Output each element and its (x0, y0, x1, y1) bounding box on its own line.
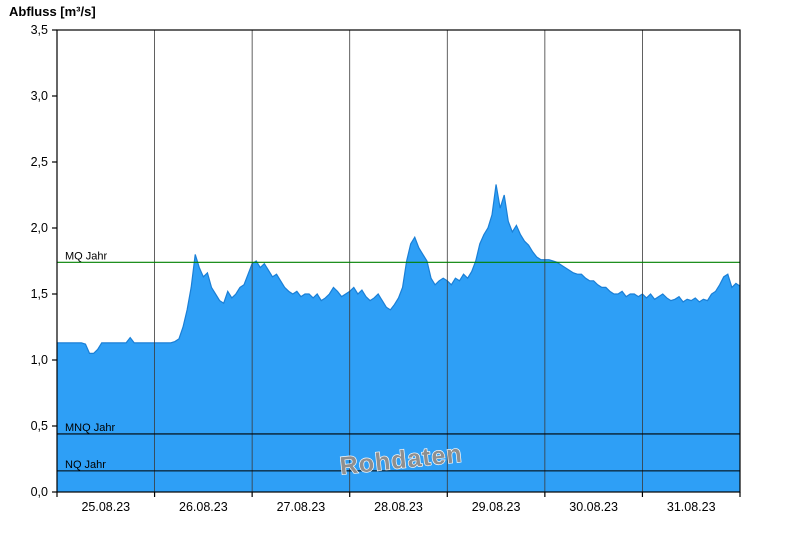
x-day-label: 28.08.23 (374, 500, 423, 514)
y-tick-label: 3,0 (31, 89, 48, 103)
y-tick-label: 1,0 (31, 353, 48, 367)
x-day-label: 31.08.23 (667, 500, 716, 514)
y-tick-label: 0,0 (31, 485, 48, 499)
reference-line-label-1: MNQ Jahr (65, 422, 115, 434)
chart-title: Abfluss [m³/s] (9, 4, 96, 19)
y-tick-label: 0,5 (31, 419, 48, 433)
y-tick-label: 1,5 (31, 287, 48, 301)
y-tick-label: 3,5 (31, 23, 48, 37)
x-day-label: 26.08.23 (179, 500, 228, 514)
reference-line-label-0: MQ Jahr (65, 250, 108, 262)
reference-line-label-2: NQ Jahr (65, 459, 106, 471)
y-tick-label: 2,5 (31, 155, 48, 169)
x-day-label: 27.08.23 (277, 500, 326, 514)
y-tick-label: 2,0 (31, 221, 48, 235)
discharge-line (57, 184, 741, 354)
plot-border (56, 29, 741, 493)
discharge-area (57, 184, 740, 492)
x-day-label: 29.08.23 (472, 500, 521, 514)
x-day-label: 30.08.23 (569, 500, 618, 514)
x-day-label: 25.08.23 (81, 500, 130, 514)
